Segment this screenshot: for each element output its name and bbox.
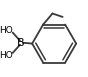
Text: HO: HO (0, 51, 13, 60)
Text: B: B (17, 38, 25, 48)
Text: HO: HO (0, 26, 13, 35)
